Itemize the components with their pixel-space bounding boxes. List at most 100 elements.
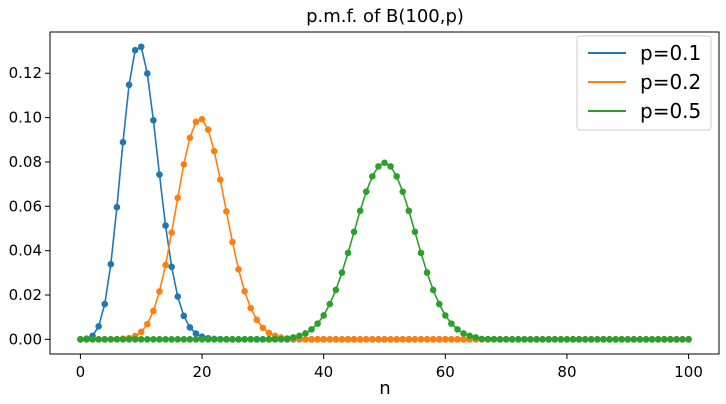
legend-label: p=0.2	[640, 70, 701, 94]
data-point	[429, 336, 437, 343]
data-point	[150, 336, 157, 343]
data-point	[137, 43, 145, 51]
data-point	[302, 336, 309, 343]
data-point	[125, 81, 133, 89]
data-point	[259, 336, 267, 343]
data-point	[417, 336, 425, 343]
data-point	[241, 287, 248, 295]
data-point	[454, 326, 461, 333]
series-p=0.5	[77, 159, 692, 343]
data-point	[186, 324, 194, 331]
legend: p=0.1 p=0.2 p=0.5	[576, 35, 712, 131]
data-point	[314, 320, 321, 327]
data-point	[174, 194, 182, 202]
y-tick-label: 0.06	[9, 197, 42, 215]
data-point	[508, 336, 516, 343]
data-point	[162, 336, 169, 343]
series-p=0.2	[77, 115, 692, 343]
data-point	[150, 307, 157, 315]
data-point	[119, 138, 127, 146]
data-point	[448, 336, 455, 343]
data-point	[144, 70, 151, 77]
y-tick-label: 0.02	[9, 286, 42, 304]
data-point	[454, 336, 461, 343]
data-point	[137, 328, 145, 336]
data-point	[393, 336, 400, 343]
data-point	[521, 336, 528, 343]
y-axis: 0.00 0.02 0.04 0.06 0.08 0.10 0.12	[9, 64, 50, 348]
data-point	[150, 116, 157, 124]
data-point	[448, 320, 455, 327]
series-line	[80, 161, 689, 341]
data-point	[423, 336, 431, 343]
data-point	[381, 159, 388, 167]
data-point	[685, 336, 692, 343]
data-point	[144, 320, 151, 328]
plot-frame	[49, 31, 720, 355]
data-point	[131, 46, 139, 54]
data-point	[265, 336, 273, 343]
data-point	[204, 126, 212, 133]
data-point	[168, 263, 175, 271]
data-point	[375, 163, 382, 170]
data-point	[113, 203, 121, 211]
data-point	[186, 336, 194, 343]
data-point	[229, 238, 236, 246]
data-point	[83, 336, 90, 343]
data-point	[235, 336, 242, 343]
plot-area	[77, 43, 692, 343]
data-point	[308, 336, 315, 343]
data-point	[575, 336, 583, 343]
data-point	[320, 336, 327, 343]
x-axis-label: n	[379, 378, 390, 399]
data-point	[393, 173, 400, 180]
data-point	[314, 336, 321, 343]
data-point	[156, 288, 163, 295]
data-point	[648, 336, 656, 343]
data-point	[131, 336, 139, 343]
legend-label: p=0.5	[640, 99, 701, 123]
data-point	[180, 161, 188, 168]
data-point	[283, 335, 291, 343]
data-point	[302, 330, 309, 337]
data-point	[210, 147, 218, 155]
data-point	[423, 269, 431, 276]
data-point	[180, 336, 188, 343]
data-point	[89, 336, 96, 343]
x-tick-label: 40	[314, 363, 333, 381]
data-point	[95, 336, 102, 343]
data-point	[587, 336, 595, 343]
x-tick-label: 60	[436, 363, 455, 381]
data-point	[362, 336, 370, 343]
y-tick-label: 0.10	[9, 109, 42, 127]
data-point	[551, 336, 559, 343]
data-point	[107, 336, 115, 343]
x-tick-label: 100	[674, 363, 703, 381]
data-point	[411, 336, 419, 343]
data-point	[271, 335, 279, 343]
data-point	[125, 336, 133, 343]
data-point	[399, 188, 407, 195]
series-line	[80, 118, 689, 341]
data-point	[624, 336, 632, 343]
data-point	[381, 336, 388, 343]
data-point	[435, 336, 443, 343]
data-point	[229, 336, 236, 343]
data-point	[533, 336, 540, 343]
data-point	[557, 336, 565, 343]
y-tick-label: 0.04	[9, 242, 42, 260]
data-point	[405, 336, 413, 343]
data-point	[174, 293, 182, 300]
data-point	[630, 336, 638, 343]
data-point	[119, 336, 127, 343]
data-point	[411, 228, 419, 236]
data-point	[192, 336, 200, 343]
x-tick-label: 0	[76, 363, 86, 381]
data-point	[326, 336, 334, 343]
data-point	[612, 336, 619, 343]
data-point	[253, 316, 261, 324]
data-point	[156, 171, 163, 178]
data-point	[350, 336, 358, 343]
data-point	[344, 249, 352, 257]
